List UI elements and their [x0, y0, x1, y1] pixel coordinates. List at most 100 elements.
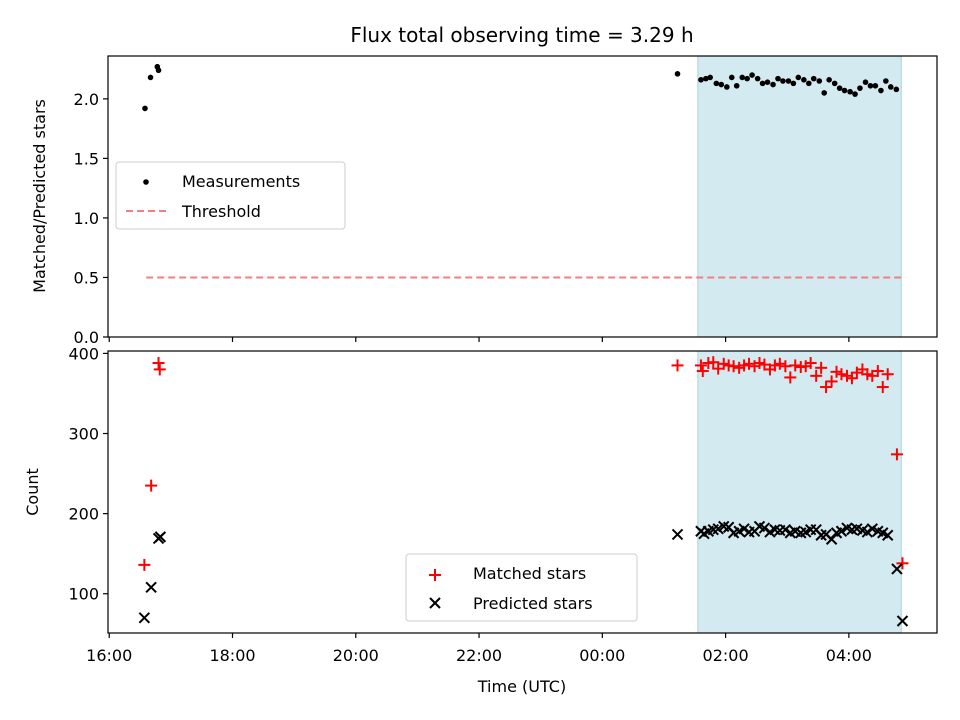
ratio-panel-frame [107, 55, 938, 338]
predicted-stars-point [896, 615, 909, 627]
predicted-stars-point [758, 522, 771, 534]
ratio-panel: 0.00.51.01.52.0 Matched/Predicted stars … [30, 55, 938, 347]
measurements-point [826, 77, 832, 83]
predicted-stars-point [145, 581, 157, 594]
count-legend-box [405, 553, 638, 622]
matched-stars-point [784, 371, 797, 384]
count-panel-ylabel: Count [23, 468, 42, 516]
matched-stars-point [804, 357, 817, 370]
matched-stars-point [671, 359, 684, 372]
measurements-point [857, 85, 863, 91]
measurements-point [770, 81, 776, 88]
matched-stars-point [820, 381, 833, 394]
measurements-point [674, 71, 681, 77]
count-xtick-label: 18:00 [209, 646, 255, 665]
measurements-point [795, 74, 802, 81]
count-xtick-label: 04:00 [826, 646, 872, 665]
measurements-point [698, 77, 704, 83]
count-panel-xlabel: Time (UTC) [477, 677, 566, 696]
count-xtick-label: 02:00 [703, 646, 749, 665]
measurements-point [724, 84, 730, 90]
measurements-point [862, 79, 869, 85]
count-panel: 100 200 300 400 16:00 18:00 20:00 22:00 00:00 02… [23, 344, 938, 696]
legend-measurements-label: Measurements [182, 172, 300, 191]
matched-stars-point [810, 369, 823, 382]
matched-stars-point [871, 365, 884, 378]
measurements-point [883, 78, 889, 84]
measurements-point [707, 74, 713, 81]
legend-matched-label: Matched stars [473, 564, 586, 583]
measurements-point [147, 74, 154, 81]
measurements-point [836, 85, 843, 91]
predicted-stars-point [835, 525, 848, 537]
measurements-point [785, 78, 792, 84]
measurements-point [887, 84, 894, 90]
predicted-stars-point [779, 523, 792, 536]
predicted-stars-point [825, 533, 838, 545]
matched-stars-point [835, 368, 848, 381]
measurements-point [872, 82, 879, 89]
measurements-point [790, 80, 797, 87]
ratio-ytick-label: 2.0 [74, 90, 99, 109]
measurements-point [867, 82, 874, 89]
count-ytick-label: 400 [68, 344, 99, 363]
measurements-point [754, 75, 761, 82]
predicted-stars-point [861, 526, 874, 538]
measurements-point [780, 78, 786, 84]
predicted-stars-point [891, 563, 903, 575]
measurements-point [764, 79, 771, 85]
matched-stars-point [152, 357, 165, 370]
count-panel-frame [107, 350, 938, 634]
measurements-point [810, 75, 817, 82]
matched-stars-point [773, 357, 786, 370]
measurements-point [847, 88, 853, 95]
matched-stars-point [707, 356, 720, 369]
measurements-point [718, 81, 725, 88]
ratio-legend: Measurements Threshold [115, 161, 346, 230]
measurements-point [713, 80, 720, 87]
measurements-point [733, 82, 740, 89]
matched-stars-point [138, 558, 151, 571]
measurements-point [759, 80, 766, 87]
chart-title: Flux total observing time = 3.29 h [350, 23, 693, 47]
matched-stars-point [153, 363, 166, 376]
matched-stars-point [789, 359, 802, 372]
ratio-legend-box [115, 161, 346, 230]
measurements-point [816, 78, 823, 84]
matched-stars-point [825, 375, 838, 388]
legend-predicted-label: Predicted stars [473, 594, 593, 613]
matched-stars-point [743, 357, 756, 370]
measurements-point [805, 80, 812, 87]
matched-stars-point [815, 361, 828, 374]
measurements-point [744, 75, 750, 82]
matched-stars-point [896, 557, 909, 570]
matched-stars-point [881, 368, 894, 381]
count-xtick-label: 20:00 [333, 646, 379, 665]
count-xtick-label: 16:00 [86, 646, 132, 665]
matched-stars-point [696, 365, 709, 378]
measurements-point [749, 72, 755, 78]
measurements-point [821, 90, 828, 96]
matched-stars-point [890, 448, 903, 461]
ratio-ytick-label: 1.5 [74, 149, 99, 168]
count-ytick-label: 200 [68, 505, 99, 524]
matched-stars-point [694, 359, 707, 372]
measurements-point [142, 105, 148, 112]
legend-measurements-marker [143, 179, 149, 185]
count-ytick-label: 300 [68, 425, 99, 444]
measurements-point [831, 80, 838, 87]
predicted-stars-point [154, 531, 167, 543]
measurements-point [728, 74, 735, 81]
measurements-point [155, 67, 162, 74]
measurements-point [878, 87, 884, 94]
legend-matched-marker [429, 569, 441, 581]
measurements-point [775, 75, 781, 82]
measurements-point [893, 86, 900, 93]
count-shaded-region [697, 350, 902, 634]
ratio-shaded-region [697, 55, 902, 338]
predicted-stars-point [881, 529, 894, 541]
count-xtick-label: 00:00 [579, 646, 625, 665]
predicted-stars-point [138, 612, 151, 624]
predicted-stars-point [738, 523, 750, 535]
